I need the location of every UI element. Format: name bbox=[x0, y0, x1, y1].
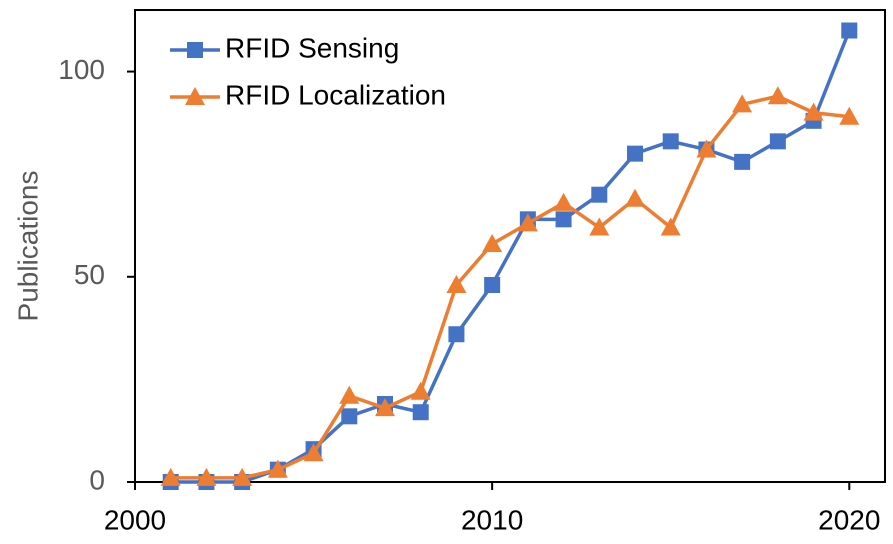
plot-frame bbox=[134, 9, 886, 483]
data-point bbox=[517, 213, 538, 232]
legend-label: RFID Localization bbox=[225, 79, 446, 110]
x-tick-label: 2010 bbox=[461, 504, 523, 535]
data-point bbox=[555, 211, 572, 228]
data-point bbox=[732, 94, 753, 113]
data-point bbox=[625, 188, 645, 207]
data-point bbox=[339, 385, 360, 404]
data-point bbox=[484, 276, 501, 293]
data-point bbox=[734, 153, 751, 170]
data-point bbox=[591, 186, 608, 203]
data-point bbox=[410, 381, 431, 400]
legend-marker bbox=[187, 42, 203, 58]
data-point bbox=[696, 139, 717, 158]
data-point bbox=[803, 102, 824, 121]
data-point bbox=[627, 145, 643, 162]
data-point bbox=[841, 22, 858, 39]
series-line bbox=[170, 94, 850, 480]
y-tick-label: 100 bbox=[58, 54, 105, 85]
data-point bbox=[303, 443, 324, 462]
x-tick-label: 2020 bbox=[818, 504, 880, 535]
legend-label: RFID Sensing bbox=[225, 32, 399, 63]
data-point bbox=[769, 133, 786, 150]
data-point bbox=[232, 467, 253, 486]
data-point bbox=[375, 398, 395, 417]
y-axis-label: Publications bbox=[12, 171, 43, 322]
data-point bbox=[660, 217, 681, 236]
data-point bbox=[412, 404, 429, 421]
y-tick-label: 0 bbox=[89, 464, 105, 495]
data-point bbox=[196, 467, 217, 486]
y-tick-label: 50 bbox=[74, 259, 105, 290]
data-point bbox=[448, 326, 465, 343]
data-point bbox=[553, 192, 574, 211]
data-point bbox=[267, 459, 288, 478]
data-point bbox=[446, 274, 467, 293]
data-point bbox=[482, 233, 503, 252]
data-point bbox=[839, 106, 860, 125]
data-point bbox=[589, 217, 610, 236]
legend-marker bbox=[185, 87, 205, 105]
x-tick-label: 2000 bbox=[104, 504, 166, 535]
data-point bbox=[767, 86, 788, 105]
data-point bbox=[341, 408, 358, 425]
data-point bbox=[160, 467, 181, 486]
data-point bbox=[662, 133, 679, 150]
